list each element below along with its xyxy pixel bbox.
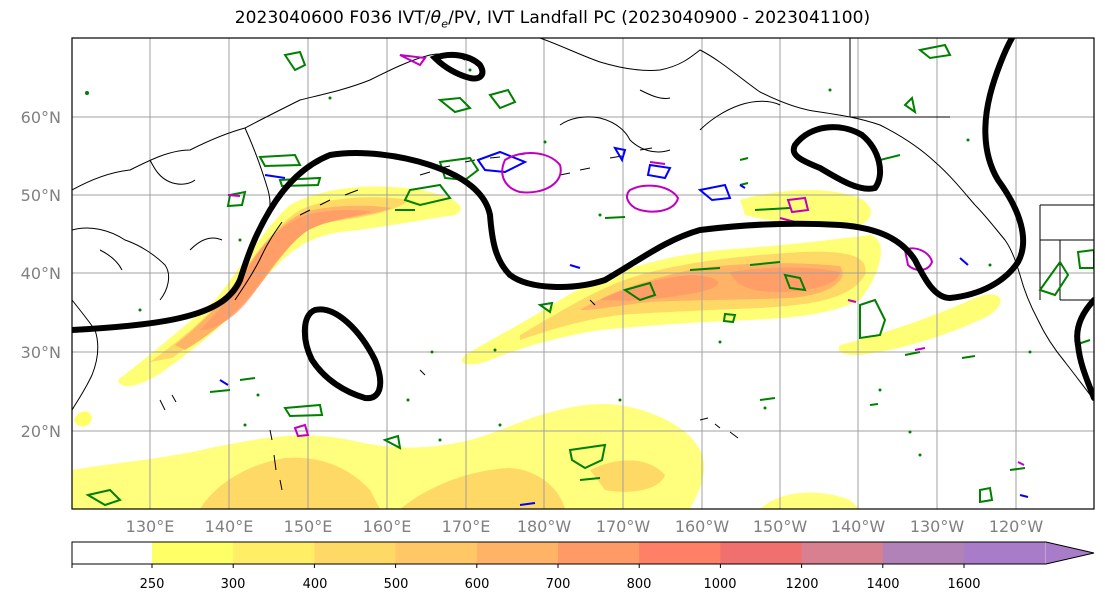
colorbar-tick-label: 1400 [866,577,899,592]
colorbar-tick-label: 1000 [703,577,736,592]
theta-e-contours [85,43,1094,507]
colorbar-tick-label: 600 [465,577,490,592]
colorbar-segment [882,542,965,564]
lon-label: 150°W [753,517,808,536]
latitude-labels: 60°N 50°N 40°N 30°N 20°N [21,108,61,441]
colorbar-tick-label: 500 [384,577,409,592]
lon-label: 150°E [284,517,333,536]
colorbar-segment [558,542,640,564]
colorbar-extend-arrow [1046,542,1094,564]
map-frame [71,37,1095,510]
lon-label: 140°E [205,517,254,536]
lon-label: 170°E [442,517,491,536]
colorbar-segment [152,542,234,564]
lat-label: 30°N [21,343,61,362]
longitude-labels: 130°E 140°E 150°E 160°E 170°E 180°W 170°… [126,517,1044,536]
colorbar-tick-label: 700 [546,577,571,592]
lon-label: 140°W [831,517,886,536]
lon-label: 180°W [517,517,572,536]
colorbar-segment [639,542,721,564]
colorbar-tick-label: 800 [627,577,652,592]
map-title: 2023040600 F036 IVT/θe/PV, IVT Landfall … [234,8,871,31]
colorbar-segment-blank [72,542,152,564]
colorbar-outline [71,541,1095,565]
colorbar-segment [801,542,884,564]
lat-label: 40°N [21,264,61,283]
landfall-pc-contours [72,38,1094,402]
lat-label: 60°N [21,108,61,127]
colorbar-tick-label: 400 [303,577,328,592]
colorbar-segment [314,542,397,564]
lon-label: 160°W [675,517,730,536]
ivt-shading [72,186,1001,509]
lon-label: 130°E [126,517,175,536]
lon-label: 120°W [989,517,1044,536]
lat-label: 50°N [21,186,61,205]
pv-low-contours [219,146,1029,506]
colorbar-segment [476,542,559,564]
colorbar-tick-label: 250 [140,577,165,592]
lon-label: 160°E [363,517,412,536]
coastlines [72,38,1094,491]
colorbar-tick-label: 1600 [947,577,980,592]
lon-label: 130°W [910,517,965,536]
colorbar-segment [964,542,1046,564]
colorbar-tick-label: 300 [221,577,246,592]
colorbar: 250 300 400 500 600 700 800 1000 1200 14… [71,541,1095,592]
colorbar-tick-label: 1200 [785,577,818,592]
lat-label: 20°N [21,422,61,441]
colorbar-segment [233,542,315,564]
contour-dots [85,68,1032,457]
colorbar-segment [720,542,803,564]
lon-label: 170°W [596,517,651,536]
colorbar-segment [395,542,478,564]
